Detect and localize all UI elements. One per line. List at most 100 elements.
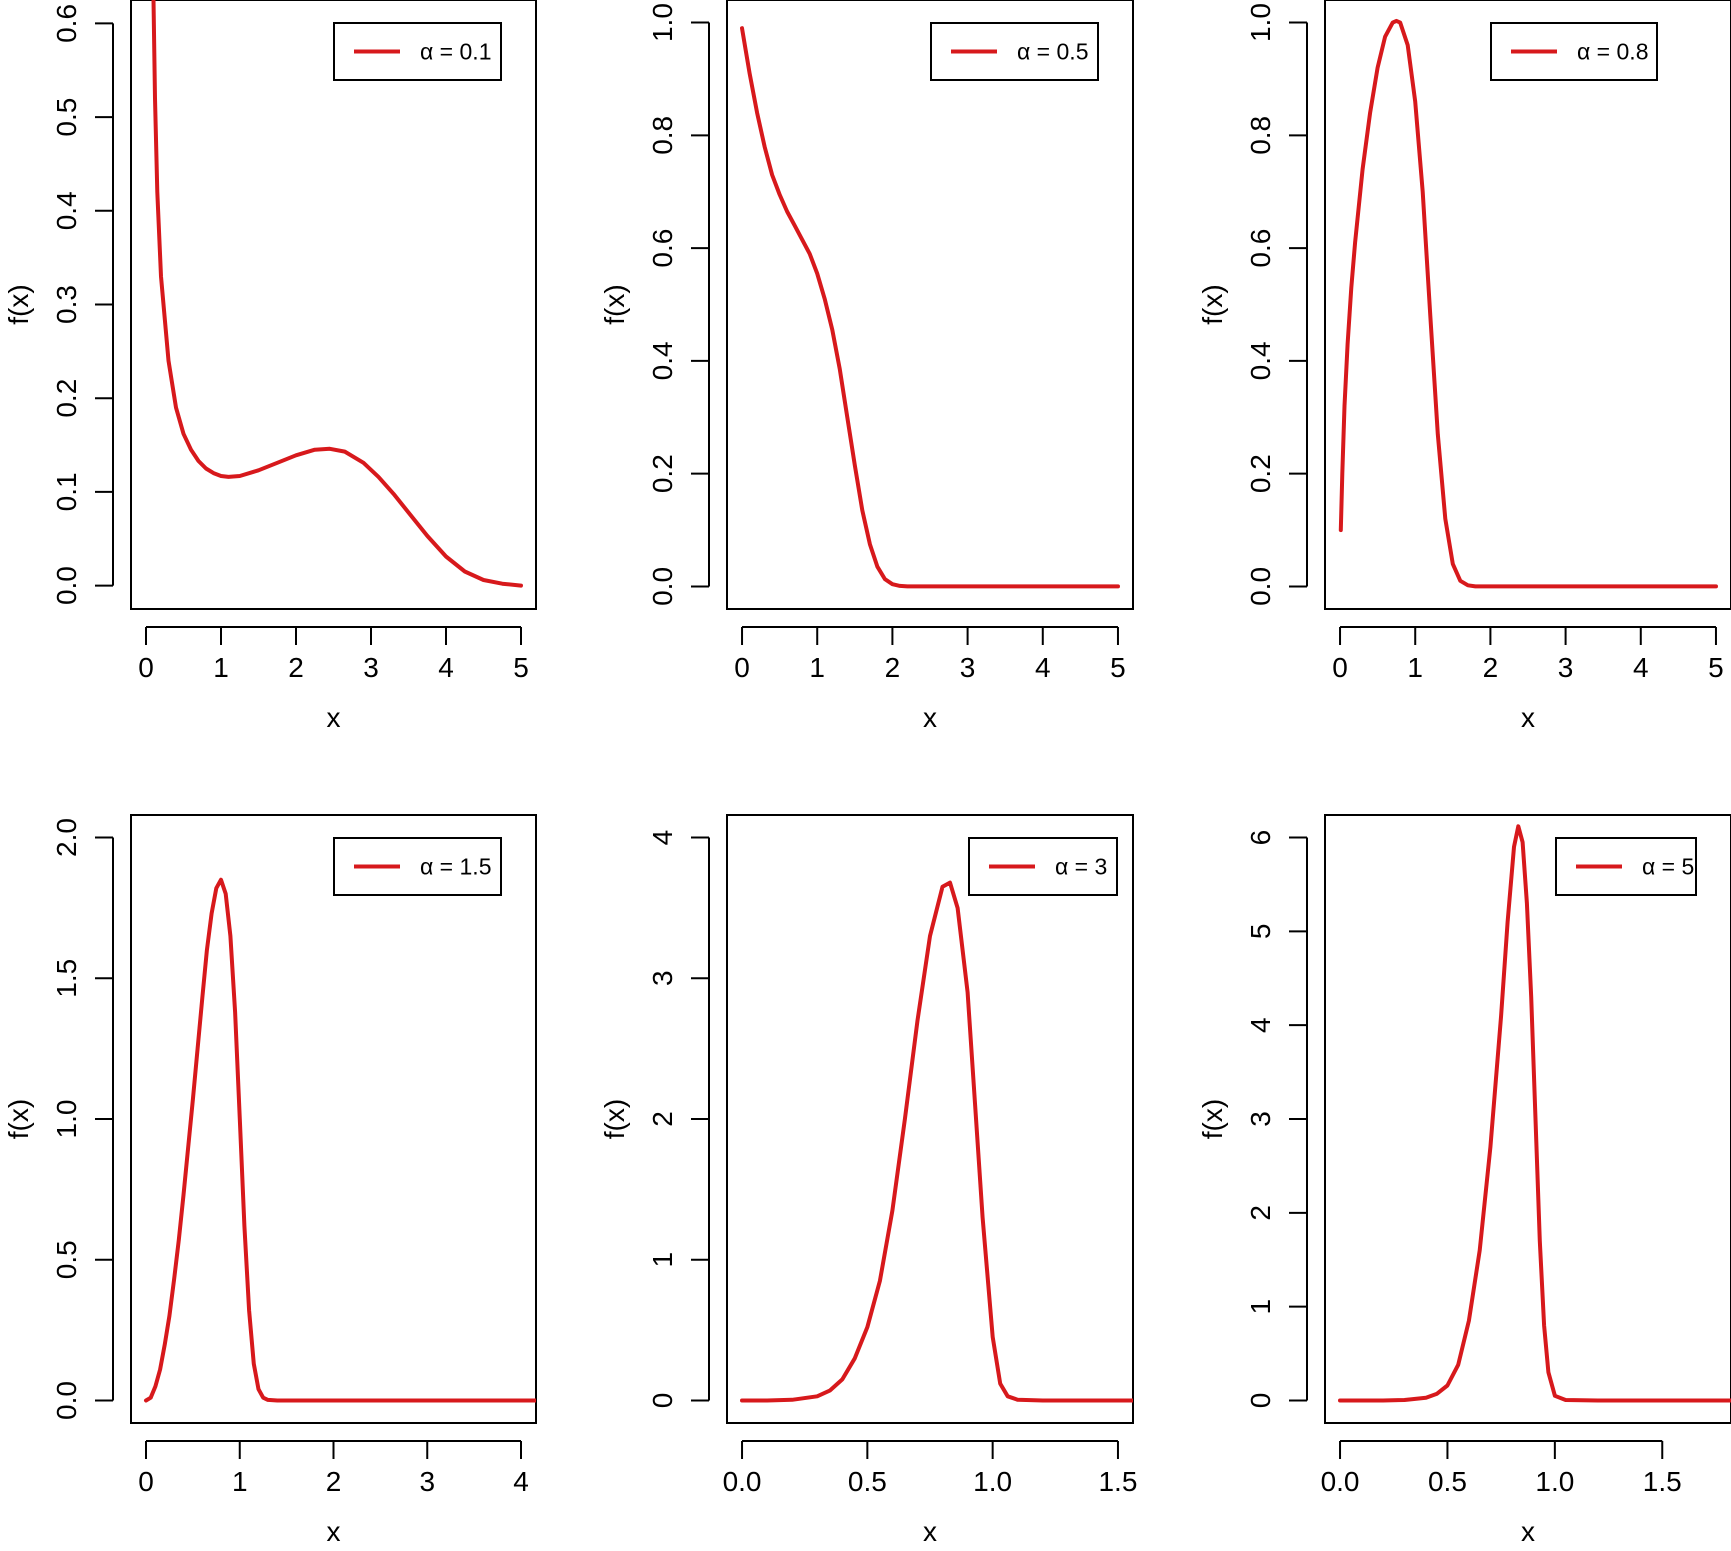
x-tick-label: 5 [1708, 652, 1724, 683]
plot-panel-4: 0 1 2 3 4 x 0.0 0.5 1.0 1.5 2.0 f(x) α = 1.5 [3, 814, 537, 1547]
y-tick-label: 0.6 [647, 229, 678, 268]
x-tick-label: 1.5 [1098, 1466, 1137, 1497]
x-tick-label: 5 [513, 652, 529, 683]
y-tick-label: 0.5 [51, 1240, 82, 1279]
legend: α = 0.8 [1490, 22, 1658, 81]
y-tick-label: 0.2 [1245, 454, 1276, 493]
y-tick-label: 0.2 [647, 454, 678, 493]
x-tick-label: 3 [419, 1466, 435, 1497]
legend-label: α = 1.5 [420, 854, 491, 880]
x-tick-label: 0 [138, 1466, 154, 1497]
x-tick-label: 4 [1633, 652, 1649, 683]
y-tick-label: 1 [1245, 1299, 1276, 1315]
y-tick-label: 0.8 [1245, 116, 1276, 155]
y-tick-label: 3 [647, 970, 678, 986]
x-tick-label: 4 [438, 652, 454, 683]
y-tick-label: 4 [647, 830, 678, 846]
plot-frame [130, 0, 537, 610]
y-axis-label: f(x) [1197, 284, 1228, 324]
x-axis-label: x [327, 702, 341, 733]
y-tick-label: 0.6 [1245, 229, 1276, 268]
x-tick-label: 4 [513, 1466, 529, 1497]
y-tick-label: 0.8 [647, 116, 678, 155]
plot-frame [726, 0, 1134, 610]
legend-label: α = 5 [1642, 854, 1694, 880]
y-tick-label: 5 [1245, 924, 1276, 940]
series-line [1338, 824, 1731, 1403]
x-axis-label: x [1521, 702, 1535, 733]
y-tick-label: 6 [1245, 830, 1276, 846]
y-tick-label: 0.3 [51, 285, 82, 324]
y-tick-label: 1.0 [1245, 3, 1276, 42]
y-tick-label: 0.0 [51, 566, 82, 605]
plot-panel-5: 0.0 0.5 1.0 1.5 x 0 1 2 3 4 f(x) α = 3 [599, 814, 1137, 1547]
x-tick-label: 0.0 [723, 1466, 762, 1497]
x-tick-label: 1 [809, 652, 825, 683]
x-tick-label: 1.0 [973, 1466, 1012, 1497]
legend: α = 0.1 [333, 22, 502, 81]
y-tick-label: 0.0 [51, 1381, 82, 1420]
x-tick-label: 1 [213, 652, 229, 683]
y-tick-label: 4 [1245, 1017, 1276, 1033]
x-tick-label: 0 [1332, 652, 1348, 683]
y-axis-label: f(x) [1197, 1099, 1228, 1139]
x-tick-label: 0 [734, 652, 750, 683]
y-tick-label: 0.5 [51, 98, 82, 137]
y-axis-label: f(x) [3, 284, 34, 324]
x-tick-label: 2 [326, 1466, 342, 1497]
series-line [151, 0, 523, 588]
series-line [144, 877, 536, 1403]
x-tick-label: 0.5 [1428, 1466, 1467, 1497]
x-tick-label: 0.0 [1321, 1466, 1360, 1497]
x-tick-label: 2 [885, 652, 901, 683]
legend-label: α = 3 [1055, 854, 1107, 880]
y-axis-label: f(x) [599, 1099, 630, 1139]
legend: α = 5 [1555, 837, 1697, 896]
y-tick-label: 2 [647, 1111, 678, 1127]
y-tick-label: 2 [1245, 1205, 1276, 1221]
y-tick-label: 0.6 [51, 4, 82, 43]
y-tick-label: 0.1 [51, 472, 82, 511]
y-tick-label: 1.5 [51, 959, 82, 998]
y-tick-label: 1.0 [51, 1100, 82, 1139]
legend-label: α = 0.5 [1017, 39, 1088, 65]
x-tick-label: 2 [1483, 652, 1499, 683]
y-tick-label: 1.0 [647, 3, 678, 42]
legend: α = 3 [968, 837, 1118, 896]
x-tick-label: 3 [960, 652, 976, 683]
y-tick-label: 2.0 [51, 818, 82, 857]
x-tick-label: 1.0 [1535, 1466, 1574, 1497]
x-tick-label: 1 [232, 1466, 248, 1497]
y-tick-label: 0.2 [51, 379, 82, 418]
y-tick-label: 0 [647, 1393, 678, 1409]
y-tick-label: 1 [647, 1252, 678, 1268]
legend: α = 0.5 [930, 22, 1099, 81]
y-tick-label: 0.0 [1245, 567, 1276, 606]
plot-frame [130, 814, 537, 1424]
x-tick-label: 1 [1407, 652, 1423, 683]
plot-frame [1324, 814, 1731, 1424]
y-tick-label: 3 [1245, 1111, 1276, 1127]
plot-panel-6: 0.0 0.5 1.0 1.5 x 0 1 2 3 4 5 6 f(x) α = 5 [1197, 814, 1731, 1547]
x-tick-label: 5 [1110, 652, 1126, 683]
x-tick-label: 0.5 [848, 1466, 887, 1497]
y-tick-label: 0.4 [51, 191, 82, 230]
legend-label: α = 0.8 [1577, 39, 1648, 65]
plot-frame [1324, 0, 1731, 610]
y-tick-label: 0.4 [1245, 341, 1276, 380]
x-axis-label: x [327, 1516, 341, 1547]
series-line [740, 26, 1120, 589]
x-axis-label: x [923, 702, 937, 733]
series-line [740, 880, 1133, 1403]
y-axis-label: f(x) [3, 1099, 34, 1139]
series-line [1338, 18, 1718, 589]
x-tick-label: 3 [363, 652, 379, 683]
x-axis-label: x [1521, 1516, 1535, 1547]
legend-label: α = 0.1 [420, 39, 491, 65]
x-tick-label: 1.5 [1643, 1466, 1682, 1497]
x-tick-label: 0 [138, 652, 154, 683]
x-tick-label: 3 [1558, 652, 1574, 683]
legend: α = 1.5 [333, 837, 502, 896]
x-tick-label: 4 [1035, 652, 1051, 683]
